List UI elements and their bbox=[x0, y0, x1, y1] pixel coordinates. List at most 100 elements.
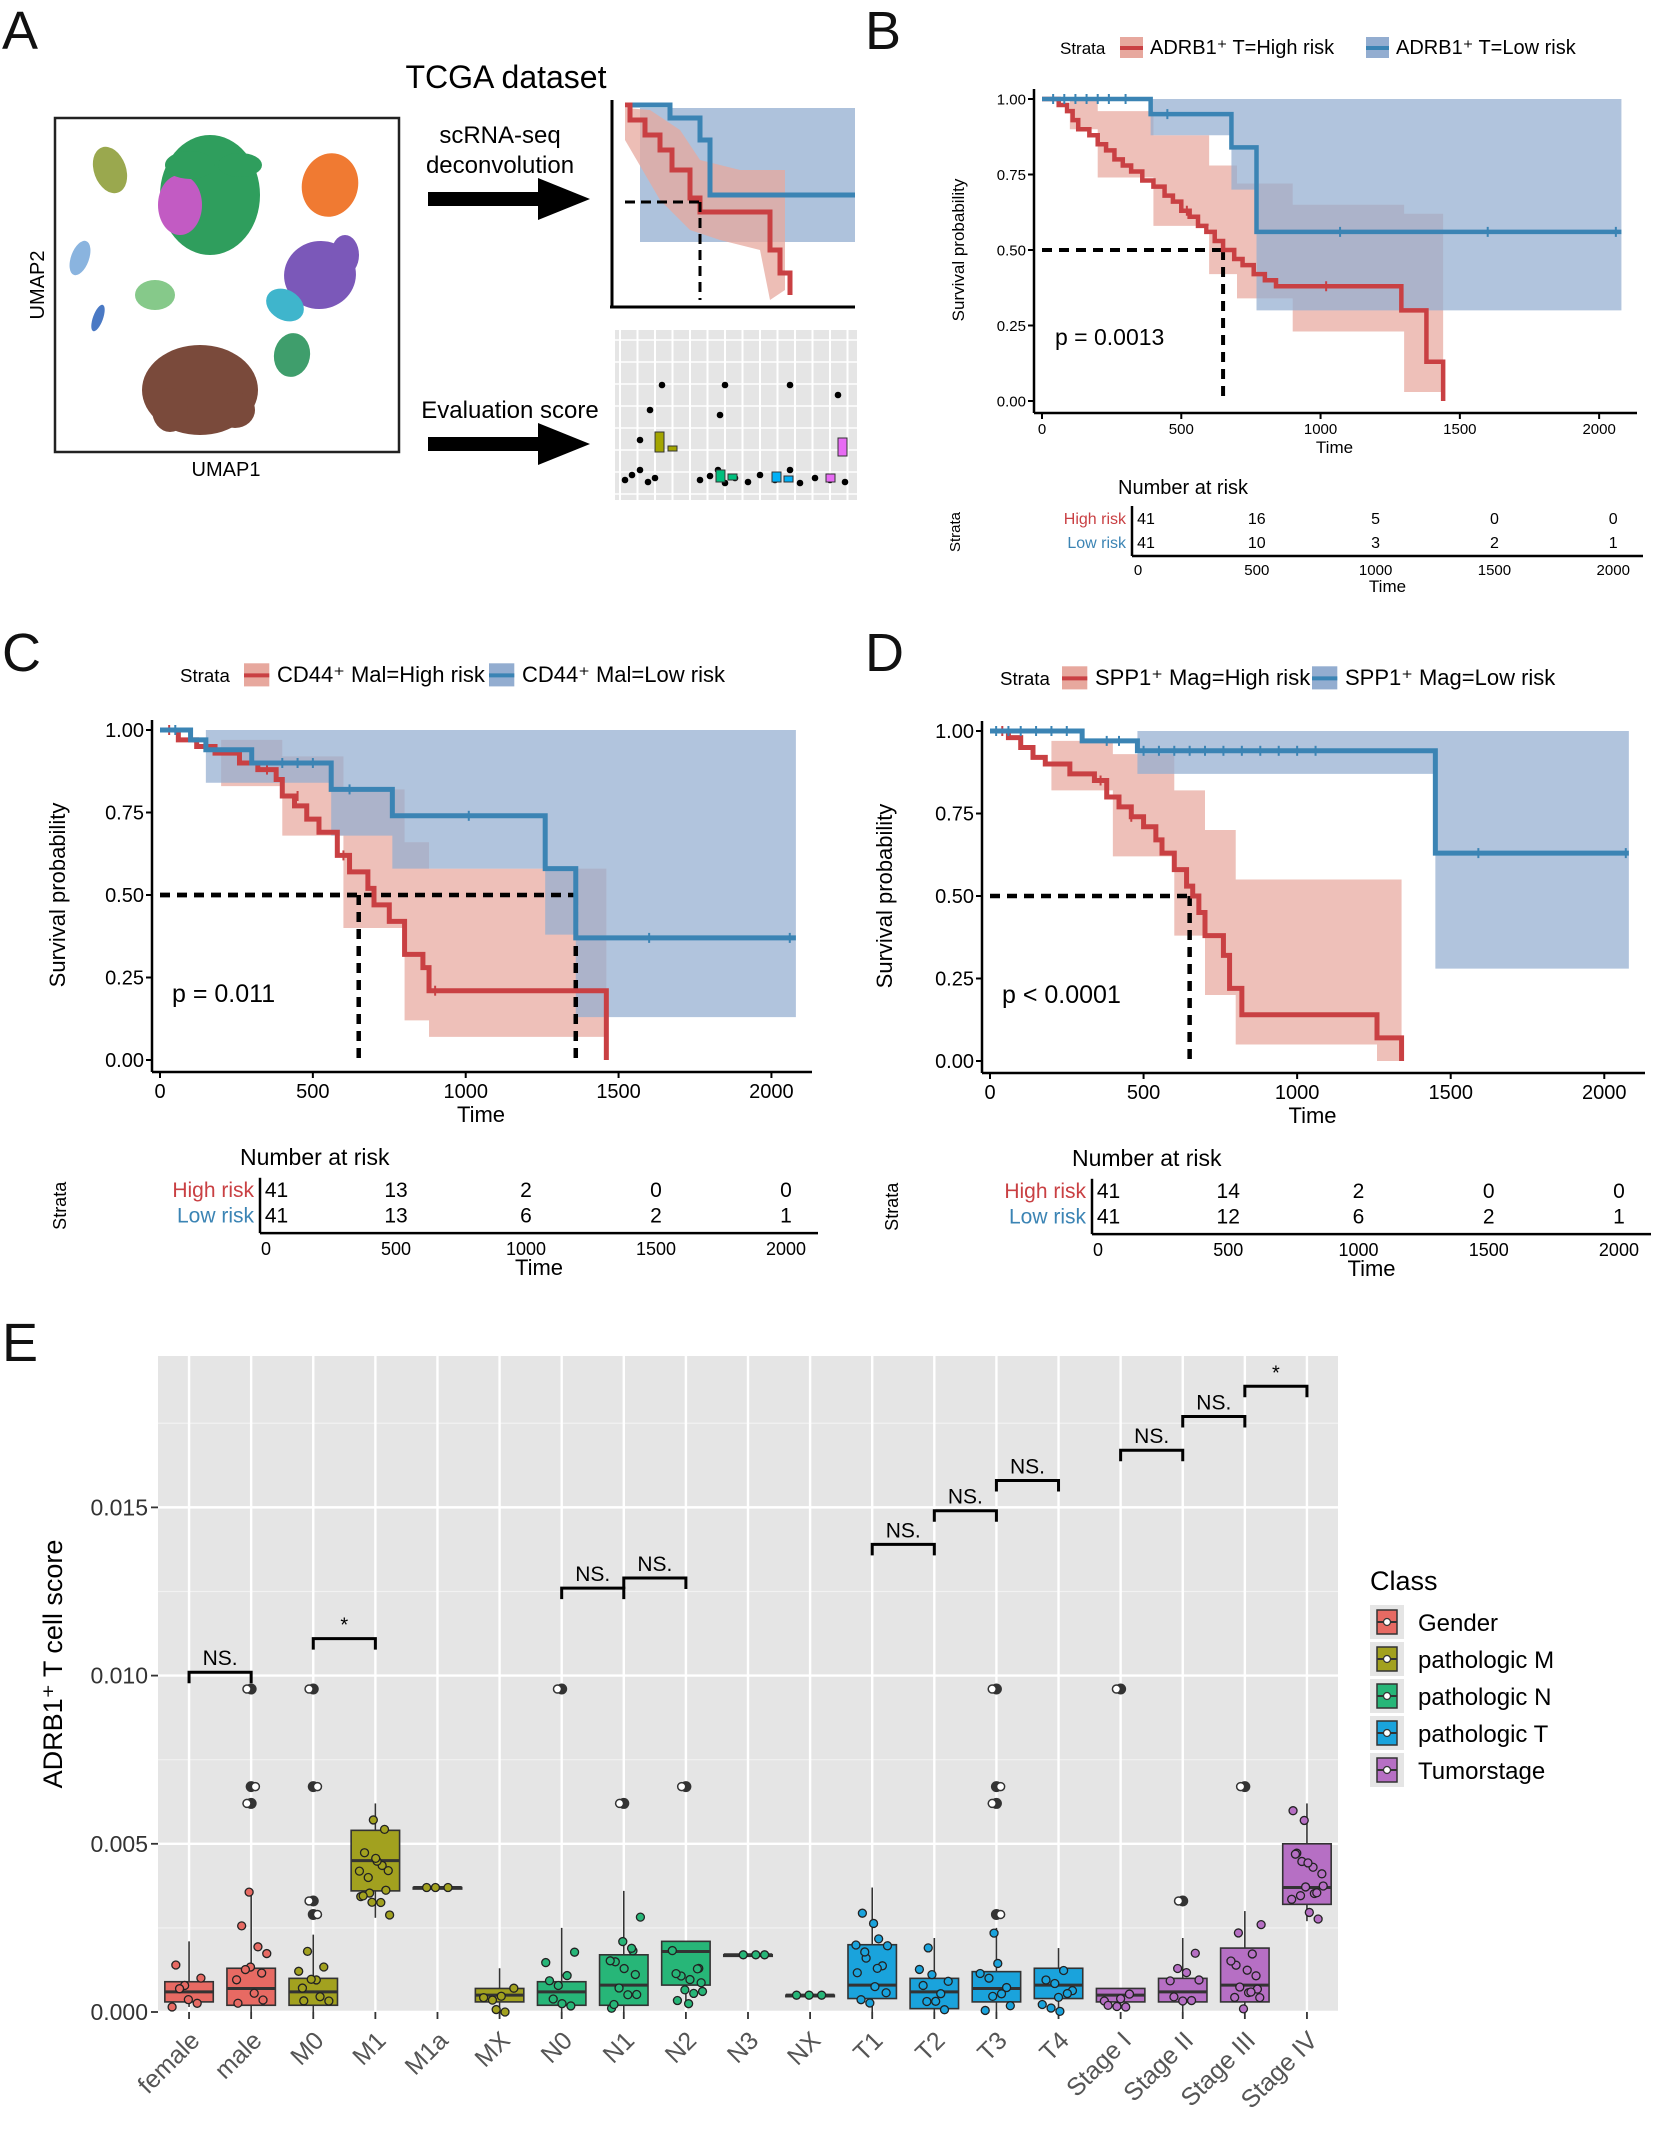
risk-row-label: Low risk bbox=[1067, 535, 1127, 552]
box bbox=[783, 475, 794, 483]
data-point bbox=[1005, 2001, 1015, 2011]
data-point bbox=[618, 1936, 628, 1947]
comparison-bracket bbox=[870, 1542, 936, 1556]
data-point bbox=[786, 466, 794, 474]
data-point bbox=[646, 406, 654, 414]
data-point bbox=[614, 1798, 625, 1809]
umap-cluster bbox=[273, 333, 311, 377]
risk-value: 1 bbox=[780, 1205, 792, 1228]
risk-value: 14 bbox=[1217, 1180, 1241, 1203]
x-tick-label: 500 bbox=[1169, 421, 1194, 438]
legend-label: ADRB1⁺ T=Low risk bbox=[1396, 37, 1577, 59]
data-point bbox=[443, 1882, 453, 1893]
comparison-label: * bbox=[340, 1615, 348, 1637]
risk-value: 2 bbox=[650, 1205, 662, 1228]
legend-label: pathologic M bbox=[1418, 1647, 1554, 1674]
data-point bbox=[1190, 1948, 1200, 1958]
risk-x-tick-label: 1500 bbox=[636, 1239, 676, 1259]
data-point bbox=[856, 1995, 866, 2005]
umap-x-label: UMAP1 bbox=[192, 459, 261, 481]
x-tick-label: 0 bbox=[1038, 421, 1046, 438]
data-point bbox=[358, 1891, 368, 1901]
box bbox=[825, 473, 836, 483]
x-tick-label: NX bbox=[782, 2026, 827, 2071]
data-point bbox=[566, 2001, 576, 2011]
data-point bbox=[834, 391, 842, 399]
x-tick-label: M1a bbox=[400, 2026, 454, 2080]
x-tick-label: 0 bbox=[984, 1082, 995, 1104]
data-point bbox=[487, 1995, 498, 2005]
data-point bbox=[1001, 1982, 1012, 1993]
data-point bbox=[1046, 2003, 1056, 2013]
y-axis-label: Survival probability bbox=[45, 803, 70, 988]
data-point bbox=[939, 2005, 950, 2015]
legend: Strata CD44⁺ Mal=High risk CD44⁺ Mal=Low r… bbox=[180, 662, 726, 687]
data-point bbox=[671, 1968, 681, 1979]
y-tick-label: 0.010 bbox=[90, 1663, 148, 1689]
data-point bbox=[384, 1910, 395, 1920]
data-point bbox=[996, 1989, 1007, 1999]
x-tick-label: M0 bbox=[285, 2026, 329, 2070]
y-axis-label: Survival probability bbox=[872, 804, 897, 989]
data-point bbox=[995, 1781, 1006, 1792]
x-tick-label: 1500 bbox=[1443, 421, 1476, 438]
data-point bbox=[851, 1940, 861, 1950]
umap-clusters bbox=[69, 135, 359, 435]
data-point bbox=[804, 1990, 814, 2000]
legend-label: Tumorstage bbox=[1418, 1758, 1545, 1785]
data-point bbox=[696, 1978, 706, 1988]
data-point bbox=[636, 436, 644, 444]
data-point bbox=[242, 1798, 252, 1809]
data-point bbox=[923, 1943, 933, 1953]
data-point bbox=[759, 1950, 770, 1960]
data-point bbox=[557, 1999, 567, 2009]
data-point bbox=[1299, 1815, 1309, 1826]
arrow1-label-line2: deconvolution bbox=[426, 152, 574, 179]
umap-cluster bbox=[92, 146, 128, 194]
risk-row-label: High risk bbox=[1004, 1180, 1086, 1203]
data-point bbox=[636, 466, 644, 474]
dataset-title: TCGA dataset bbox=[406, 59, 607, 95]
legend-label: ADRB1⁺ T=High risk bbox=[1150, 37, 1335, 59]
data-point bbox=[1186, 1995, 1197, 2006]
survival-line bbox=[625, 102, 855, 198]
risk-x-tick-label: 1000 bbox=[1338, 1240, 1378, 1260]
risk-value: 2 bbox=[1490, 535, 1499, 552]
data-point bbox=[936, 1989, 946, 1999]
risk-x-tick-label: 0 bbox=[1093, 1240, 1103, 1260]
x-tick-label: N2 bbox=[660, 2026, 702, 2068]
data-point bbox=[1111, 1684, 1122, 1694]
data-point bbox=[738, 1950, 748, 1960]
data-point bbox=[696, 476, 704, 484]
comparison-bracket bbox=[311, 1637, 377, 1650]
umap-cluster bbox=[91, 304, 105, 332]
data-point bbox=[171, 1960, 181, 1970]
data-point bbox=[651, 474, 659, 482]
risk-strata-label: Strata bbox=[947, 511, 964, 552]
risk-x-axis-label: Time bbox=[1347, 1256, 1395, 1281]
y-axis-label: ADRB1⁺ T cell score bbox=[38, 1540, 68, 1789]
risk-x-tick-label: 2000 bbox=[766, 1239, 806, 1259]
comparison-bracket bbox=[932, 1509, 998, 1522]
comparison-label: NS. bbox=[575, 1563, 610, 1586]
data-point bbox=[1317, 1869, 1327, 1879]
data-point bbox=[253, 1942, 263, 1952]
data-point bbox=[621, 476, 629, 484]
risk-row-label: High risk bbox=[172, 1179, 254, 1202]
data-point bbox=[619, 1963, 629, 1974]
data-point bbox=[376, 1897, 386, 1908]
box bbox=[654, 431, 665, 453]
risk-value: 13 bbox=[384, 1205, 407, 1228]
x-tick-label: male bbox=[209, 2026, 267, 2084]
x-axis-label: Time bbox=[457, 1102, 505, 1127]
data-point bbox=[984, 1973, 994, 1983]
x-tick-label: 1500 bbox=[1428, 1082, 1473, 1104]
umap-cluster bbox=[301, 153, 359, 217]
data-point bbox=[1194, 1975, 1204, 1985]
data-point bbox=[1230, 1992, 1240, 2003]
risk-value: 2 bbox=[1483, 1206, 1495, 1229]
legend-label: CD44⁺ Mal=High risk bbox=[277, 662, 486, 687]
data-point bbox=[1041, 1975, 1051, 1985]
comparison-bracket bbox=[622, 1576, 688, 1590]
